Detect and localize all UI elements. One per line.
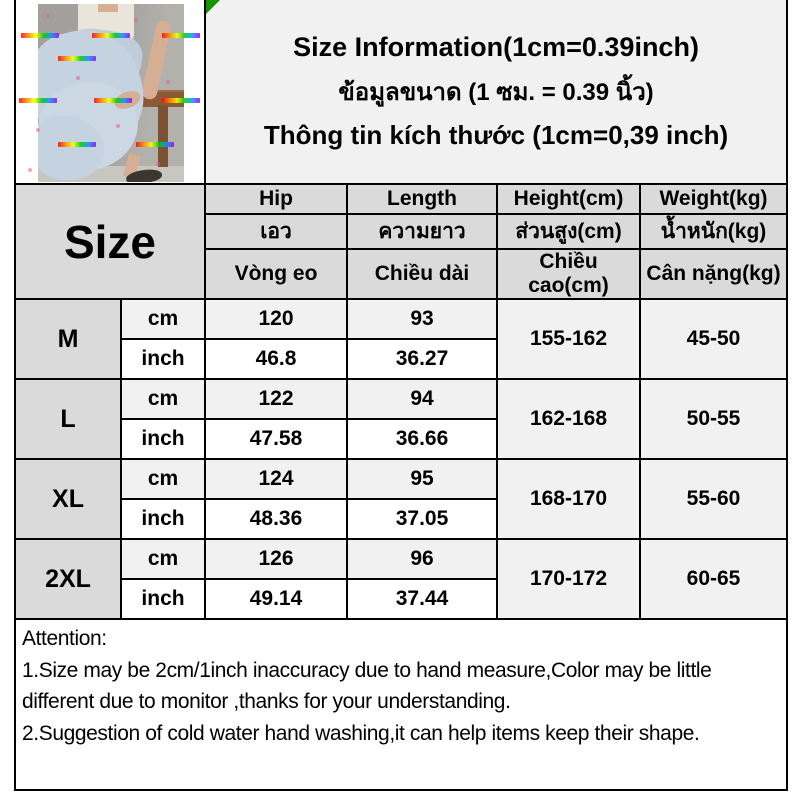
unit-label-inch: inch xyxy=(120,338,206,380)
cell-corner-marker-icon xyxy=(207,0,220,14)
col-header-weight-vi: Cân nặng(kg) xyxy=(638,248,789,300)
value-length-inch: 37.05 xyxy=(346,498,498,540)
watermark-dot xyxy=(36,128,40,132)
col-header-length-th: ความยาว xyxy=(346,213,498,250)
value-hip-inch: 48.36 xyxy=(204,498,348,540)
watermark-dot xyxy=(156,162,160,166)
value-hip-cm: 124 xyxy=(204,458,348,500)
value-length-inch: 36.66 xyxy=(346,418,498,460)
value-hip-cm: 122 xyxy=(204,378,348,420)
watermark-dots xyxy=(21,33,59,38)
col-header-length-en: Length xyxy=(346,183,498,215)
watermark-dots xyxy=(94,98,132,103)
value-weight: 45-50 xyxy=(638,298,789,380)
watermark-dots xyxy=(162,98,200,103)
title-vietnamese: Thông tin kích thước (1cm=0,39 inch) xyxy=(263,120,729,150)
value-length-cm: 95 xyxy=(346,458,498,500)
watermark-dot xyxy=(28,168,32,172)
value-height: 155-162 xyxy=(496,298,641,380)
watermark-dot xyxy=(76,76,80,80)
title-thai: ข้อมูลขนาด (1 ซม. = 0.39 นิ้ว) xyxy=(338,79,654,106)
attention-note: Attention: 1.Size may be 2cm/1inch inacc… xyxy=(13,618,789,791)
col-header-height-en: Height(cm) xyxy=(496,183,641,215)
watermark-dot xyxy=(46,14,50,18)
product-photo-cell xyxy=(14,0,206,185)
photo-pants xyxy=(38,116,104,180)
watermark-dots xyxy=(92,33,130,38)
watermark-dots xyxy=(58,142,96,147)
value-height: 162-168 xyxy=(496,378,641,460)
unit-label-cm: cm xyxy=(120,458,206,500)
attention-line-1: 1.Size may be 2cm/1inch inaccuracy due t… xyxy=(22,658,712,714)
value-weight: 50-55 xyxy=(638,378,789,460)
unit-label-cm: cm xyxy=(120,538,206,580)
value-weight: 60-65 xyxy=(638,538,789,620)
value-weight: 55-60 xyxy=(638,458,789,540)
col-header-weight-en: Weight(kg) xyxy=(638,183,789,215)
col-header-weight-th: น้ำหนัก(kg) xyxy=(638,213,789,250)
value-height: 168-170 xyxy=(496,458,641,540)
attention-heading: Attention: xyxy=(22,627,107,650)
unit-label-inch: inch xyxy=(120,498,206,540)
size-label-l: L xyxy=(14,378,122,460)
unit-label-cm: cm xyxy=(120,378,206,420)
size-table: Size Information(1cm=0.39inch) ข้อมูลขนา… xyxy=(13,0,789,791)
title-english: Size Information(1cm=0.39inch) xyxy=(293,32,699,62)
value-height: 170-172 xyxy=(496,538,641,620)
watermark-dots xyxy=(19,98,57,103)
col-header-hip-vi: Vòng eo xyxy=(204,248,348,300)
title-cell: Size Information(1cm=0.39inch) ข้อมูลขนา… xyxy=(203,0,789,185)
value-length-cm: 94 xyxy=(346,378,498,420)
col-header-height-th: ส่วนสูง(cm) xyxy=(496,213,641,250)
unit-label-cm: cm xyxy=(120,298,206,340)
size-column-header: Size xyxy=(14,183,206,300)
attention-line-2: 2.Suggestion of cold water hand washing,… xyxy=(22,721,700,745)
photo-neck xyxy=(98,4,118,12)
watermark-dots xyxy=(58,56,96,61)
value-hip-inch: 46.8 xyxy=(204,338,348,380)
value-length-inch: 36.27 xyxy=(346,338,498,380)
product-photo xyxy=(38,4,184,182)
watermark-dots xyxy=(162,33,200,38)
value-length-inch: 37.44 xyxy=(346,578,498,620)
col-header-length-vi: Chiều dài xyxy=(346,248,498,300)
value-length-cm: 93 xyxy=(346,298,498,340)
value-hip-cm: 120 xyxy=(204,298,348,340)
watermark-dot xyxy=(166,80,170,84)
value-hip-cm: 126 xyxy=(204,538,348,580)
col-header-height-vi: Chiều cao(cm) xyxy=(496,248,641,300)
size-label-m: M xyxy=(14,298,122,380)
photo-arm xyxy=(140,19,173,101)
value-hip-inch: 47.58 xyxy=(204,418,348,460)
size-label-2xl: 2XL xyxy=(14,538,122,620)
watermark-dots xyxy=(136,142,174,147)
watermark-dot xyxy=(116,124,120,128)
col-header-hip-th: เอว xyxy=(204,213,348,250)
value-hip-inch: 49.14 xyxy=(204,578,348,620)
unit-label-inch: inch xyxy=(120,578,206,620)
unit-label-inch: inch xyxy=(120,418,206,460)
watermark-dot xyxy=(134,18,138,22)
size-label-xl: XL xyxy=(14,458,122,540)
photo-bench-leg xyxy=(158,105,168,167)
col-header-hip-en: Hip xyxy=(204,183,348,215)
value-length-cm: 96 xyxy=(346,538,498,580)
